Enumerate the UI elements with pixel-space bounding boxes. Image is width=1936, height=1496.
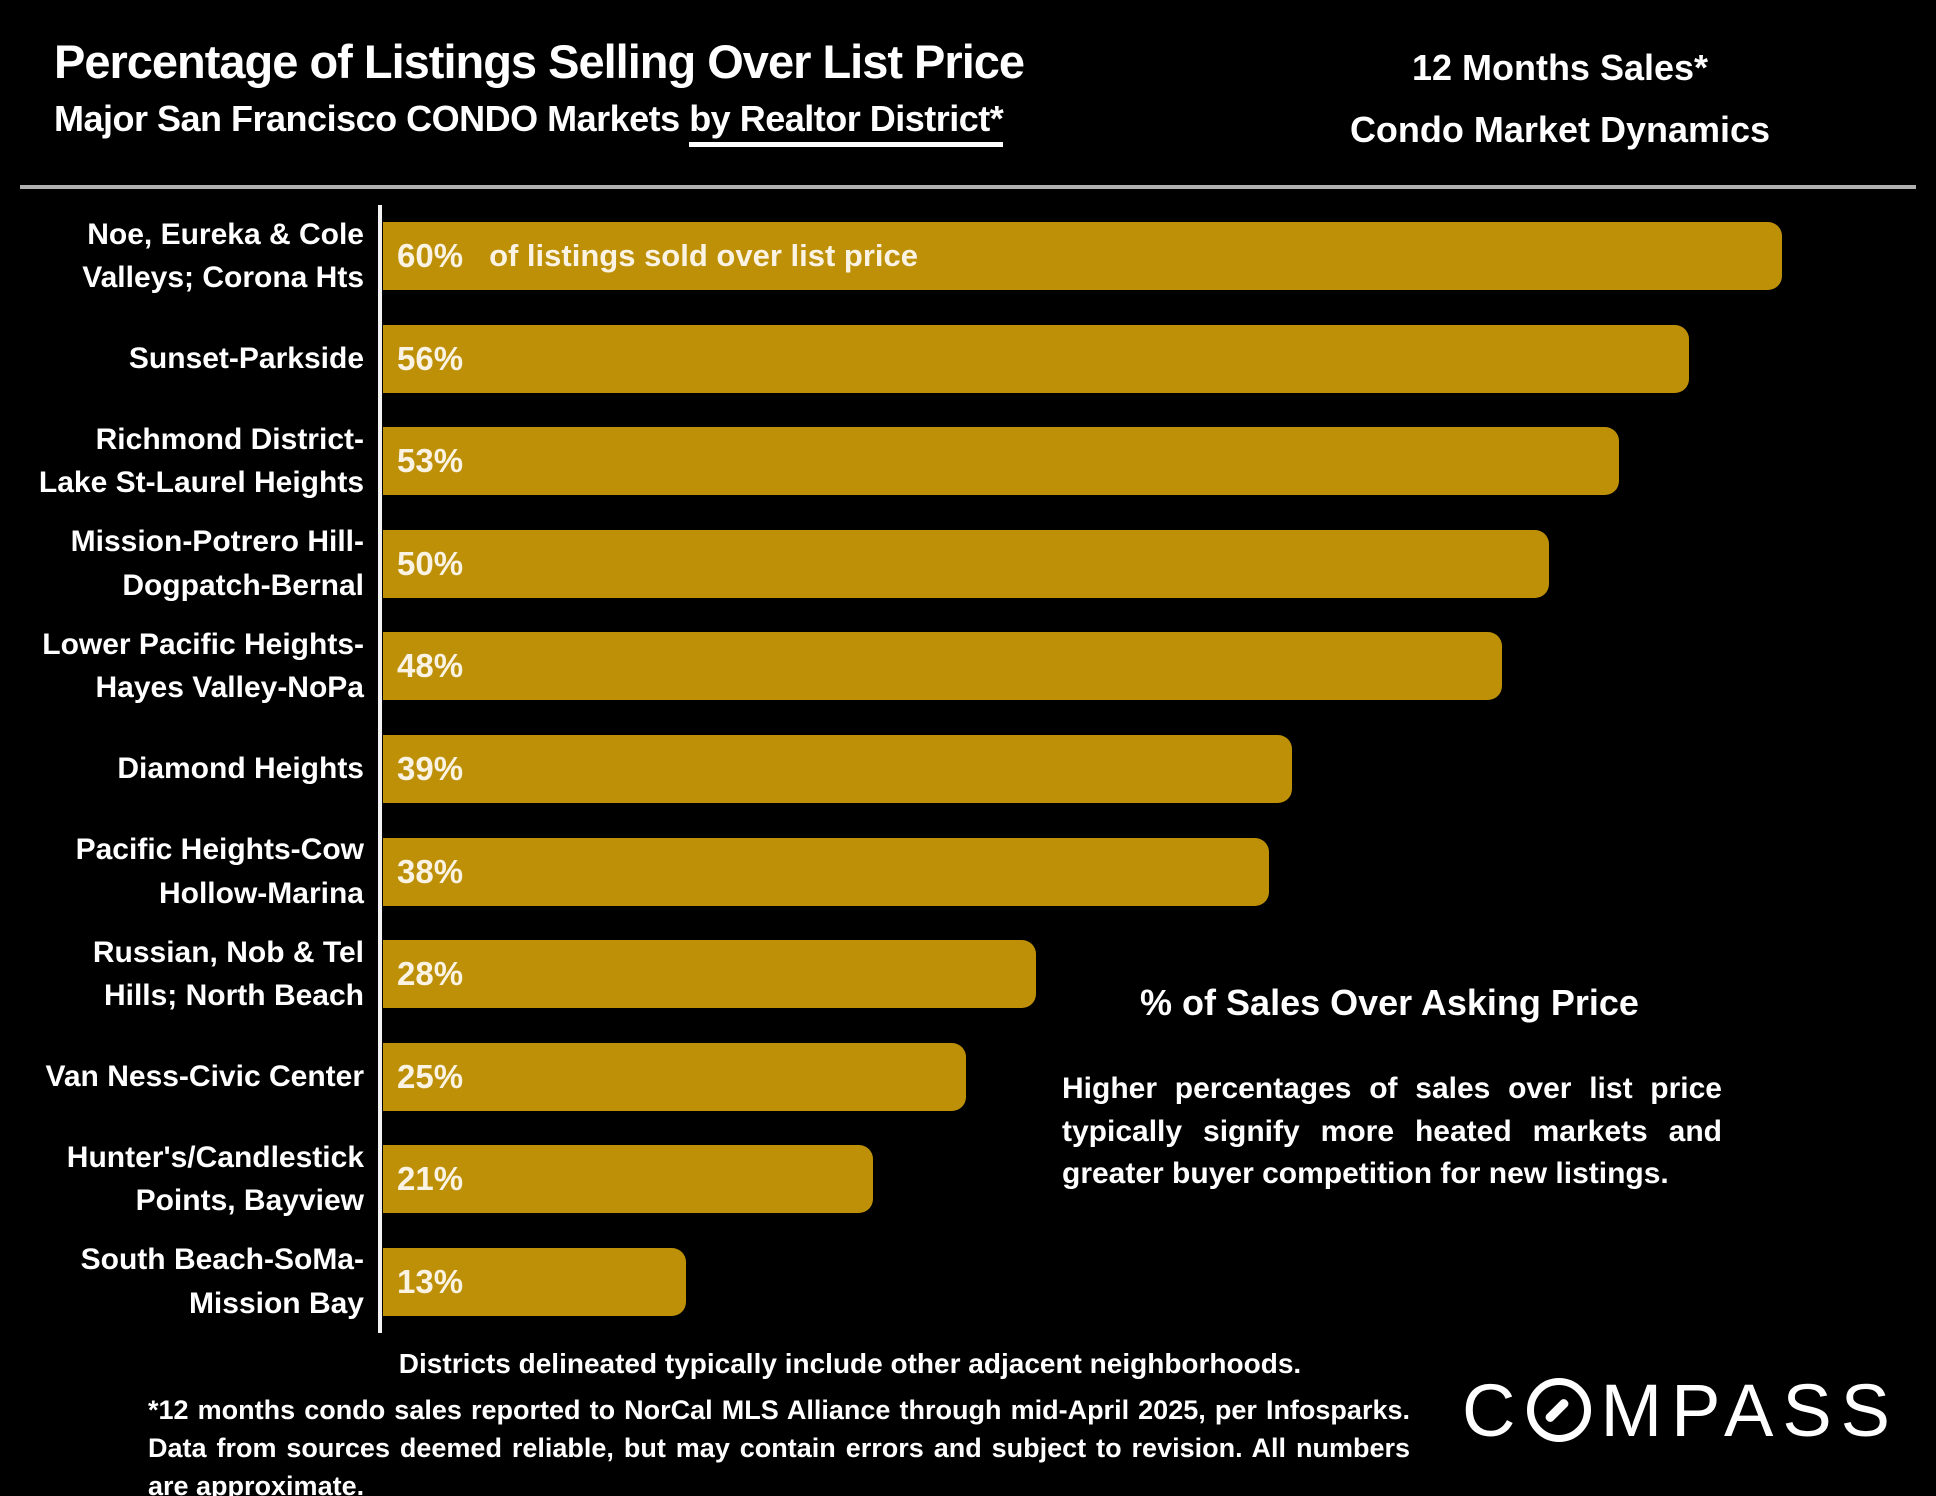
compass-needle-icon <box>1544 1397 1571 1424</box>
chart-row: Russian, Nob & Tel Hills; North Beach 28% <box>0 923 1923 1026</box>
bar-value-label: 53% <box>397 442 464 480</box>
bar-zone: 21% <box>380 1128 1923 1231</box>
bar: 38% <box>383 837 1270 906</box>
bar: 21% <box>383 1145 873 1214</box>
chart-row: Noe, Eureka & Cole Valleys; Corona Hts 60%… <box>0 205 1923 308</box>
chart-row: Mission-Potrero Hill- Dogpatch-Bernal 50% <box>0 513 1923 616</box>
bar-zone: 13% <box>380 1230 1923 1333</box>
page-title: Percentage of Listings Selling Over List… <box>54 35 1025 88</box>
bar-zone: 53% <box>380 410 1923 513</box>
bar: 28% <box>383 940 1036 1009</box>
footer-disclaimer: *12 months condo sales reported to NorCa… <box>148 1395 1410 1496</box>
chart-row: Richmond District- Lake St-Laurel Heights… <box>0 410 1923 513</box>
bar: 50% <box>383 529 1550 598</box>
bar: 53% <box>383 427 1619 496</box>
header-right-line1: 12 Months Sales* <box>1411 47 1709 88</box>
bar-value-label: 60% <box>397 237 464 275</box>
bar: 39% <box>383 735 1293 803</box>
logo-letter-c: C <box>1462 1369 1525 1452</box>
category-label: Sunset-Parkside <box>128 342 364 376</box>
category-label: Russian, Nob & Tel Hills; North Beach <box>92 935 364 1013</box>
bar-value-label: 48% <box>397 647 464 685</box>
page-subtitle: Major San Francisco CONDO Markets by Rea… <box>54 97 1024 147</box>
bar-value-label: 25% <box>397 1057 464 1095</box>
bar-value-label: 28% <box>397 955 464 993</box>
bar-zone: 39% <box>380 718 1923 821</box>
category-label: Lower Pacific Heights- Hayes Valley-NoPa <box>42 627 364 705</box>
category-label: South Beach-SoMa- Mission Bay <box>80 1243 364 1320</box>
category-label: Diamond Heights <box>117 752 364 786</box>
bar: 60% of listings sold over list price <box>383 222 1783 291</box>
bar-value-label: 39% <box>397 750 464 787</box>
bar-note-label: of listings sold over list price <box>489 238 918 274</box>
category-label: Van Ness-Civic Center <box>45 1059 364 1093</box>
bar-zone: 38% <box>380 820 1923 923</box>
chart-axis-line <box>378 205 382 1333</box>
bar: 48% <box>383 632 1503 701</box>
bar-zone: 56% <box>380 308 1923 411</box>
bar-zone: 28% <box>380 923 1923 1026</box>
bar-zone: 60% of listings sold over list price <box>380 205 1923 308</box>
annotation-heading: % of Sales Over Asking Price <box>1140 982 1639 1023</box>
category-label: Noe, Eureka & Cole Valleys; Corona Hts <box>82 217 364 295</box>
header: Percentage of Listings Selling Over List… <box>54 35 1025 147</box>
bar-chart: Noe, Eureka & Cole Valleys; Corona Hts 60%… <box>0 205 1923 1333</box>
chart-row: Pacific Heights-Cow Hollow-Marina 38% <box>0 820 1923 923</box>
annotation-body: Higher percentages of sales over list pr… <box>1062 1072 1722 1191</box>
chart-row: Van Ness-Civic Center 25% <box>0 1025 1923 1128</box>
bar: 25% <box>383 1042 966 1111</box>
bar-value-label: 38% <box>397 852 464 890</box>
bar-value-label: 13% <box>397 1262 464 1300</box>
footer-note: Districts delineated typically include o… <box>398 1348 1302 1379</box>
category-label: Hunter's/Candlestick Points, Bayview <box>66 1140 364 1218</box>
bar: 56% <box>383 324 1689 393</box>
compass-o-icon <box>1527 1378 1592 1442</box>
chart-row: Hunter's/Candlestick Points, Bayview 21% <box>0 1128 1923 1231</box>
bar-zone: 48% <box>380 615 1923 718</box>
chart-row: Lower Pacific Heights- Hayes Valley-NoPa 4… <box>0 615 1923 718</box>
header-divider <box>20 185 1916 189</box>
bar-zone: 25% <box>380 1025 1923 1128</box>
bar-value-label: 50% <box>397 544 464 582</box>
category-label: Mission-Potrero Hill- Dogpatch-Bernal <box>70 525 364 602</box>
chart-row: Diamond Heights 39% <box>0 718 1923 821</box>
chart-row: South Beach-SoMa- Mission Bay 13% <box>0 1230 1923 1333</box>
category-label: Pacific Heights-Cow Hollow-Marina <box>75 833 364 910</box>
logo-letters-mpass: MPASS <box>1600 1369 1900 1452</box>
bar-value-label: 21% <box>397 1160 464 1198</box>
compass-logo: C MPASS <box>1462 1368 1899 1453</box>
bar: 13% <box>383 1247 687 1316</box>
bar-value-label: 56% <box>397 339 464 377</box>
subtitle-prefix: Major San Francisco CONDO Markets <box>54 97 690 139</box>
category-label: Richmond District- Lake St-Laurel Heights <box>38 422 364 500</box>
subtitle-underlined: by Realtor District* <box>689 97 1004 147</box>
header-right: 12 Months Sales* Condo Market Dynamics <box>1320 50 1800 148</box>
chart-row: Sunset-Parkside 56% <box>0 308 1923 411</box>
header-right-line2: Condo Market Dynamics <box>1349 109 1771 150</box>
bar-zone: 50% <box>380 513 1923 616</box>
